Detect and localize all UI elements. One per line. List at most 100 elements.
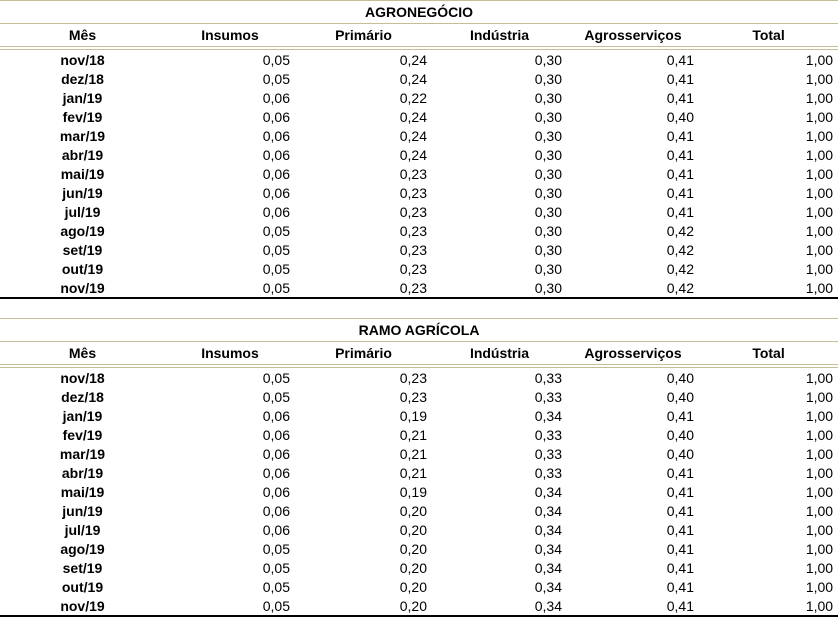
- value-cell: 0,06: [262, 426, 290, 443]
- month-cell: abr/19: [61, 464, 104, 481]
- value-cell: 0,06: [262, 407, 290, 424]
- value-cell: 0,05: [262, 388, 290, 405]
- value-cell: 1,00: [805, 388, 834, 405]
- month-cell: abr/19: [61, 146, 104, 163]
- table-row: fev/19 0,06 0,24 0,30 0,40 1,00: [0, 107, 838, 126]
- value-cell: 0,20: [399, 540, 427, 557]
- value-cell: 0,05: [262, 540, 290, 557]
- value-cell: 0,41: [666, 464, 694, 481]
- column-header-insumos: Insumos: [165, 341, 295, 368]
- table-row: jun/19 0,06 0,20 0,34 0,41 1,00: [0, 501, 838, 520]
- table-row: jan/19 0,06 0,19 0,34 0,41 1,00: [0, 406, 838, 425]
- month-cell: nov/18: [60, 51, 105, 68]
- value-cell: 0,41: [666, 483, 694, 500]
- value-cell: 0,23: [399, 260, 427, 277]
- value-cell: 0,33: [534, 464, 562, 481]
- column-header-industria: Indústria: [432, 23, 567, 50]
- value-cell: 0,30: [534, 51, 562, 68]
- value-cell: 1,00: [805, 445, 834, 462]
- value-cell: 1,00: [805, 165, 834, 182]
- table-row: jun/19 0,06 0,23 0,30 0,41 1,00: [0, 183, 838, 202]
- value-cell: 1,00: [805, 483, 834, 500]
- value-cell: 0,42: [666, 279, 694, 296]
- value-cell: 0,41: [666, 521, 694, 538]
- value-cell: 0,06: [262, 502, 290, 519]
- value-cell: 1,00: [805, 597, 834, 614]
- value-cell: 1,00: [805, 426, 834, 443]
- value-cell: 1,00: [805, 127, 834, 144]
- value-cell: 1,00: [805, 184, 834, 201]
- month-cell: dez/18: [61, 70, 104, 87]
- month-cell: jul/19: [64, 203, 101, 220]
- value-cell: 0,30: [534, 222, 562, 239]
- value-cell: 0,34: [534, 540, 562, 557]
- value-cell: 0,24: [399, 70, 427, 87]
- value-cell: 0,05: [262, 260, 290, 277]
- table-row: abr/19 0,06 0,24 0,30 0,41 1,00: [0, 145, 838, 164]
- table-row: set/19 0,05 0,23 0,30 0,42 1,00: [0, 240, 838, 259]
- table-row: fev/19 0,06 0,21 0,33 0,40 1,00: [0, 425, 838, 444]
- month-cell: jun/19: [62, 502, 103, 519]
- month-cell: nov/19: [60, 279, 105, 296]
- value-cell: 0,30: [534, 260, 562, 277]
- value-cell: 0,40: [666, 445, 694, 462]
- value-cell: 0,24: [399, 108, 427, 125]
- value-cell: 0,34: [534, 521, 562, 538]
- table-row: jul/19 0,06 0,20 0,34 0,41 1,00: [0, 520, 838, 539]
- column-header-agrosservicos: Agrosserviços: [567, 341, 699, 368]
- table-row: abr/19 0,06 0,21 0,33 0,41 1,00: [0, 463, 838, 482]
- month-cell: set/19: [62, 241, 103, 258]
- value-cell: 0,23: [399, 222, 427, 239]
- table-row: mar/19 0,06 0,21 0,33 0,40 1,00: [0, 444, 838, 463]
- month-cell: fev/19: [62, 108, 103, 125]
- column-header-row: Mês Insumos Primário Indústria Agrosserv…: [0, 23, 838, 50]
- value-cell: 0,41: [666, 70, 694, 87]
- value-cell: 0,42: [666, 222, 694, 239]
- value-cell: 0,41: [666, 165, 694, 182]
- value-cell: 1,00: [805, 407, 834, 424]
- value-cell: 0,34: [534, 578, 562, 595]
- table-row: nov/18 0,05 0,24 0,30 0,41 1,00: [0, 48, 838, 69]
- value-cell: 1,00: [805, 578, 834, 595]
- value-cell: 0,21: [399, 426, 427, 443]
- value-cell: 0,06: [262, 464, 290, 481]
- table-row: ago/19 0,05 0,20 0,34 0,41 1,00: [0, 539, 838, 558]
- table-body: nov/18 0,05 0,23 0,33 0,40 1,00 dez/18 0,05 0,23…: [0, 366, 838, 616]
- value-cell: 0,30: [534, 127, 562, 144]
- column-header-insumos: Insumos: [165, 23, 295, 50]
- value-cell: 0,20: [399, 521, 427, 538]
- table-ramo-agricola: RAMO AGRÍCOLA Mês Insumos Primário Indús…: [0, 318, 838, 617]
- value-cell: 0,05: [262, 222, 290, 239]
- value-cell: 1,00: [805, 89, 834, 106]
- value-cell: 1,00: [805, 464, 834, 481]
- table-row: out/19 0,05 0,23 0,30 0,42 1,00: [0, 259, 838, 278]
- value-cell: 0,23: [399, 369, 427, 386]
- table-title-row: RAMO AGRÍCOLA: [0, 318, 838, 342]
- value-cell: 0,06: [262, 108, 290, 125]
- value-cell: 0,06: [262, 521, 290, 538]
- table-row: ago/19 0,05 0,23 0,30 0,42 1,00: [0, 221, 838, 240]
- spreadsheet-area: AGRONEGÓCIO Mês Insumos Primário Indústr…: [0, 0, 838, 617]
- value-cell: 0,41: [666, 184, 694, 201]
- table-title-row: AGRONEGÓCIO: [0, 0, 838, 24]
- value-cell: 0,05: [262, 597, 290, 614]
- value-cell: 0,05: [262, 279, 290, 296]
- value-cell: 0,21: [399, 464, 427, 481]
- value-cell: 0,23: [399, 184, 427, 201]
- column-header-agrosservicos: Agrosserviços: [567, 23, 699, 50]
- value-cell: 1,00: [805, 559, 834, 576]
- value-cell: 0,42: [666, 241, 694, 258]
- value-cell: 0,41: [666, 578, 694, 595]
- value-cell: 0,40: [666, 369, 694, 386]
- column-header-total: Total: [699, 23, 838, 50]
- table-row: jul/19 0,06 0,23 0,30 0,41 1,00: [0, 202, 838, 221]
- value-cell: 1,00: [805, 70, 834, 87]
- value-cell: 0,30: [534, 89, 562, 106]
- value-cell: 1,00: [805, 241, 834, 258]
- value-cell: 0,41: [666, 146, 694, 163]
- month-cell: out/19: [61, 260, 104, 277]
- value-cell: 0,06: [262, 165, 290, 182]
- value-cell: 0,41: [666, 203, 694, 220]
- value-cell: 1,00: [805, 260, 834, 277]
- value-cell: 0,19: [399, 407, 427, 424]
